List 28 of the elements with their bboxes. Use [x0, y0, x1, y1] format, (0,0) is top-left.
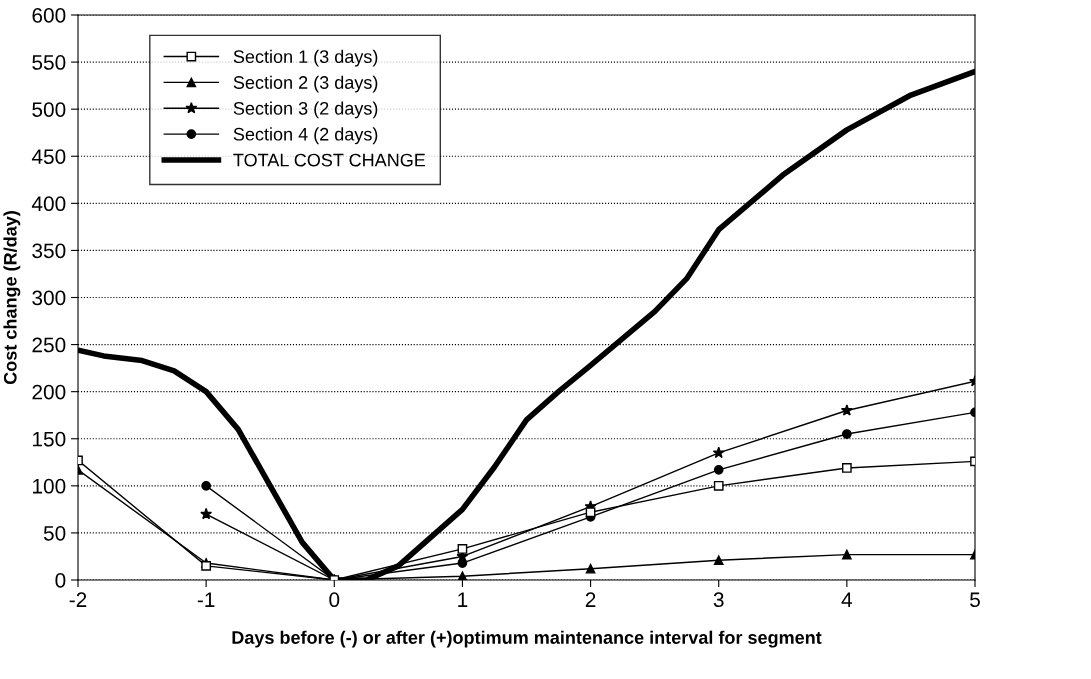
y-tick-label: 150	[33, 431, 66, 447]
legend-label: Section 1 (3 days)	[233, 49, 378, 67]
y-tick-label: 300	[32, 290, 66, 306]
x-tick-label: 0	[329, 592, 340, 608]
legend-label: Section 2 (3 days)	[233, 75, 378, 93]
legend-label: Section 4 (2 days)	[233, 127, 378, 145]
y-tick-label: 200	[32, 384, 66, 400]
x-tick-label: 1	[458, 592, 468, 607]
legend-label: Section 3 (2 days)	[233, 101, 378, 119]
x-axis-title: Days before (-) or after (+)optimum maintenance interval for segment	[232, 630, 822, 648]
y-tick-label: 250	[32, 337, 66, 353]
x-tick-label: -1	[197, 592, 215, 607]
y-tick-label: 400	[31, 196, 66, 212]
y-tick-label: 600	[32, 8, 66, 23]
y-tick-label: 350	[32, 243, 66, 259]
x-tick-label: -2	[69, 592, 87, 607]
y-tick-label: 0	[55, 573, 66, 588]
x-tick-label: 5	[970, 592, 980, 608]
legend-label: TOTAL COST CHANGE	[233, 153, 426, 167]
y-tick-label: 500	[32, 102, 66, 117]
x-tick-label: 3	[713, 592, 724, 608]
y-tick-label: 550	[32, 55, 66, 70]
y-tick-label: 50	[43, 525, 66, 541]
y-axis-title: Cost change (R/day)	[3, 211, 21, 385]
y-tick-label: 450	[31, 149, 66, 164]
x-tick-label: 4	[841, 592, 853, 607]
y-tick-label: 100	[33, 478, 66, 494]
x-tick-label: 2	[585, 592, 596, 607]
